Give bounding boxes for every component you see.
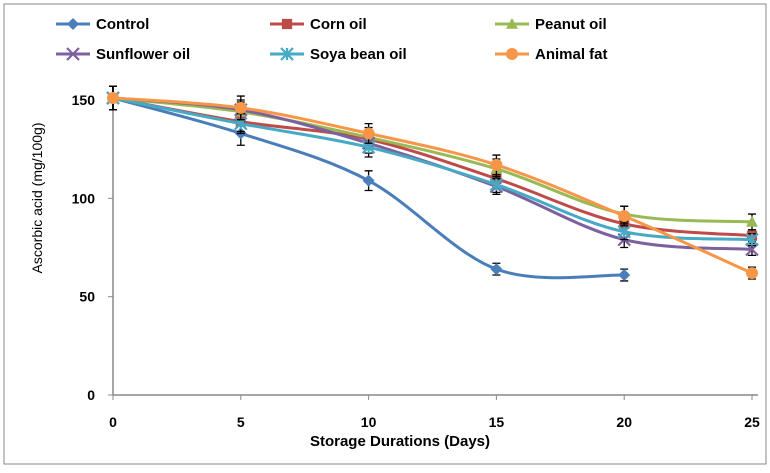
legend-label: Control xyxy=(96,16,149,33)
y-tick-label: 0 xyxy=(87,387,95,403)
legend-label: Soya bean oil xyxy=(310,46,407,63)
data-point xyxy=(362,174,375,187)
y-tick-label: 100 xyxy=(72,190,96,206)
data-point xyxy=(489,177,504,192)
series-line xyxy=(112,96,753,242)
x-tick-label: 15 xyxy=(489,414,505,430)
y-axis-title: Ascorbic acid (mg/100g) xyxy=(29,123,45,274)
legend-item: Control xyxy=(56,16,149,33)
legend-item: Peanut oil xyxy=(495,16,607,33)
legend-marker xyxy=(281,18,293,30)
data-point xyxy=(362,127,375,140)
series-line xyxy=(112,96,753,238)
series-line xyxy=(112,96,753,224)
legend-label: Animal fat xyxy=(535,46,608,63)
series-layer xyxy=(106,85,759,282)
legend-marker xyxy=(67,18,79,30)
legend-marker xyxy=(506,48,518,60)
x-tick-label: 0 xyxy=(109,414,117,430)
x-tick-label: 25 xyxy=(744,414,760,430)
data-point xyxy=(745,232,759,247)
series-line xyxy=(112,96,753,275)
x-tick-label: 10 xyxy=(361,414,377,430)
x-tick-label: 20 xyxy=(616,414,632,430)
data-point xyxy=(617,224,631,239)
data-point xyxy=(618,269,631,282)
data-point xyxy=(746,215,758,227)
data-point xyxy=(234,101,247,114)
data-point xyxy=(618,210,631,223)
y-tick-label: 150 xyxy=(72,92,96,108)
legend-item: Soya bean oil xyxy=(270,46,407,63)
legend-item: Sunflower oil xyxy=(56,46,190,63)
legend-marker xyxy=(280,47,294,61)
legend-item: Animal fat xyxy=(495,46,608,63)
legend-marker xyxy=(506,18,518,29)
x-tick-label: 5 xyxy=(237,414,245,430)
legend-label: Sunflower oil xyxy=(96,46,190,63)
legend-marker xyxy=(66,47,80,61)
y-tick-label: 50 xyxy=(79,289,95,305)
data-point xyxy=(107,92,119,105)
x-axis-title: Storage Durations (Days) xyxy=(310,433,490,450)
legend-item: Corn oil xyxy=(270,16,367,33)
legend-label: Peanut oil xyxy=(535,16,607,33)
data-point xyxy=(490,263,503,276)
series-animal-fat xyxy=(107,85,758,280)
data-point xyxy=(490,158,503,171)
legend-label: Corn oil xyxy=(310,16,367,33)
data-point xyxy=(746,267,758,280)
axes: 0 5 10 15 20 25 0 50 100 150 xyxy=(72,86,760,430)
legend: Control Corn oil Peanut oil Sunflower oil So… xyxy=(56,16,608,63)
